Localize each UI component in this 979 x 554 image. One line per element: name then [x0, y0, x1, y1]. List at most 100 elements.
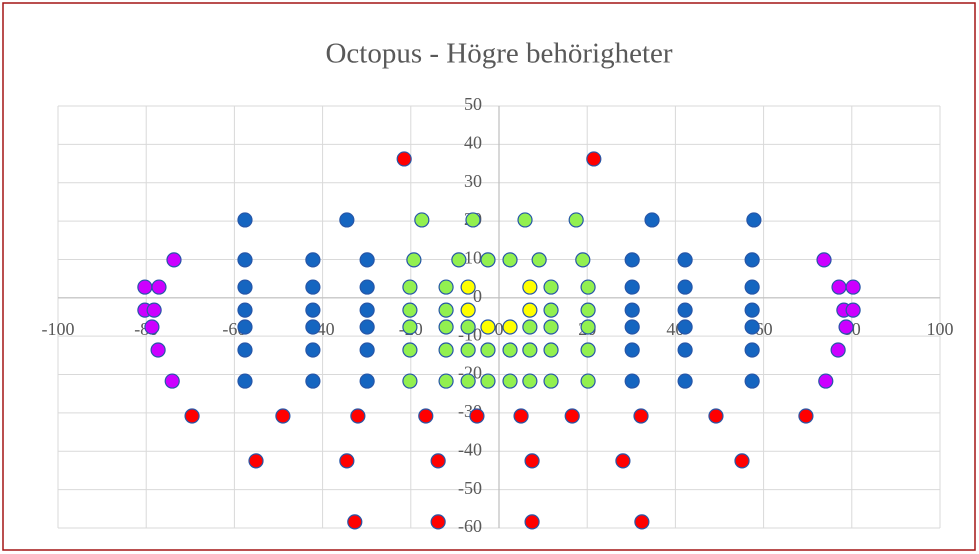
- scatter-point: [831, 279, 847, 295]
- scatter-point: [522, 319, 538, 335]
- scatter-point: [830, 342, 846, 358]
- x-tick-label: 0: [495, 319, 504, 339]
- scatter-point: [744, 302, 760, 318]
- scatter-point: [568, 212, 584, 228]
- scatter-point: [150, 342, 166, 358]
- scatter-point: [402, 279, 418, 295]
- scatter-point: [359, 252, 375, 268]
- y-tick-label: 50: [464, 94, 482, 114]
- scatter-point: [522, 342, 538, 358]
- scatter-point: [465, 212, 481, 228]
- scatter-point: [418, 408, 434, 424]
- scatter-point: [677, 319, 693, 335]
- x-tick-label: 100: [927, 319, 954, 339]
- scatter-point: [438, 319, 454, 335]
- scatter-point: [480, 342, 496, 358]
- y-tick-label: 30: [464, 171, 482, 191]
- scatter-point: [575, 252, 591, 268]
- scatter-point: [184, 408, 200, 424]
- scatter-point: [438, 342, 454, 358]
- scatter-point: [708, 408, 724, 424]
- scatter-point: [402, 342, 418, 358]
- scatter-point: [305, 319, 321, 335]
- scatter-point: [522, 302, 538, 318]
- y-tick-label: 40: [464, 132, 482, 152]
- scatter-point: [350, 408, 366, 424]
- scatter-point: [480, 252, 496, 268]
- scatter-point: [502, 319, 518, 335]
- scatter-point: [305, 373, 321, 389]
- scatter-point: [522, 373, 538, 389]
- scatter-point: [677, 279, 693, 295]
- scatter-point: [469, 408, 485, 424]
- scatter-point: [305, 342, 321, 358]
- chart-title: Octopus - Högre behörigheter: [325, 38, 672, 70]
- scatter-point: [798, 408, 814, 424]
- scatter-point: [502, 252, 518, 268]
- scatter-point: [746, 212, 762, 228]
- scatter-point: [624, 252, 640, 268]
- scatter-point: [359, 342, 375, 358]
- scatter-point: [144, 319, 160, 335]
- scatter-point: [430, 514, 446, 530]
- scatter-point: [430, 453, 446, 469]
- scatter-point: [402, 319, 418, 335]
- scatter-point: [460, 373, 476, 389]
- scatter-point: [543, 342, 559, 358]
- y-tick-label: -50: [458, 478, 482, 498]
- scatter-point: [543, 373, 559, 389]
- scatter-point: [480, 373, 496, 389]
- scatter-point: [634, 514, 650, 530]
- scatter-point: [624, 342, 640, 358]
- scatter-point: [624, 279, 640, 295]
- scatter-point: [137, 279, 153, 295]
- scatter-point: [734, 453, 750, 469]
- scatter-point: [359, 319, 375, 335]
- scatter-point: [524, 453, 540, 469]
- scatter-point: [543, 302, 559, 318]
- scatter-point: [744, 279, 760, 295]
- scatter-point: [580, 302, 596, 318]
- scatter-point: [402, 373, 418, 389]
- scatter-point: [151, 279, 167, 295]
- scatter-point: [845, 302, 861, 318]
- y-tick-label: 0: [473, 286, 482, 306]
- y-tick-label: -40: [458, 439, 482, 459]
- scatter-point: [164, 373, 180, 389]
- scatter-point: [438, 373, 454, 389]
- scatter-point: [580, 342, 596, 358]
- scatter-point: [744, 373, 760, 389]
- scatter-point: [633, 408, 649, 424]
- scatter-point: [451, 252, 467, 268]
- y-tick-label: -60: [458, 516, 482, 536]
- scatter-point: [517, 212, 533, 228]
- scatter-point: [838, 319, 854, 335]
- scatter-point: [816, 252, 832, 268]
- scatter-point: [438, 279, 454, 295]
- scatter-point: [339, 212, 355, 228]
- scatter-point: [818, 373, 834, 389]
- scatter-point: [396, 151, 412, 167]
- scatter-point: [580, 319, 596, 335]
- scatter-point: [580, 279, 596, 295]
- scatter-point: [543, 279, 559, 295]
- scatter-point: [624, 302, 640, 318]
- scatter-point: [359, 302, 375, 318]
- scatter-point: [644, 212, 660, 228]
- scatter-point: [513, 408, 529, 424]
- scatter-point: [744, 319, 760, 335]
- scatter-point: [237, 342, 253, 358]
- scatter-point: [305, 252, 321, 268]
- scatter-point: [543, 319, 559, 335]
- scatter-point: [624, 319, 640, 335]
- scatter-point: [359, 373, 375, 389]
- scatter-point: [237, 302, 253, 318]
- scatter-point: [480, 319, 496, 335]
- scatter-point: [248, 453, 264, 469]
- scatter-point: [166, 252, 182, 268]
- scatter-point: [615, 453, 631, 469]
- scatter-point: [502, 342, 518, 358]
- scatter-point: [502, 373, 518, 389]
